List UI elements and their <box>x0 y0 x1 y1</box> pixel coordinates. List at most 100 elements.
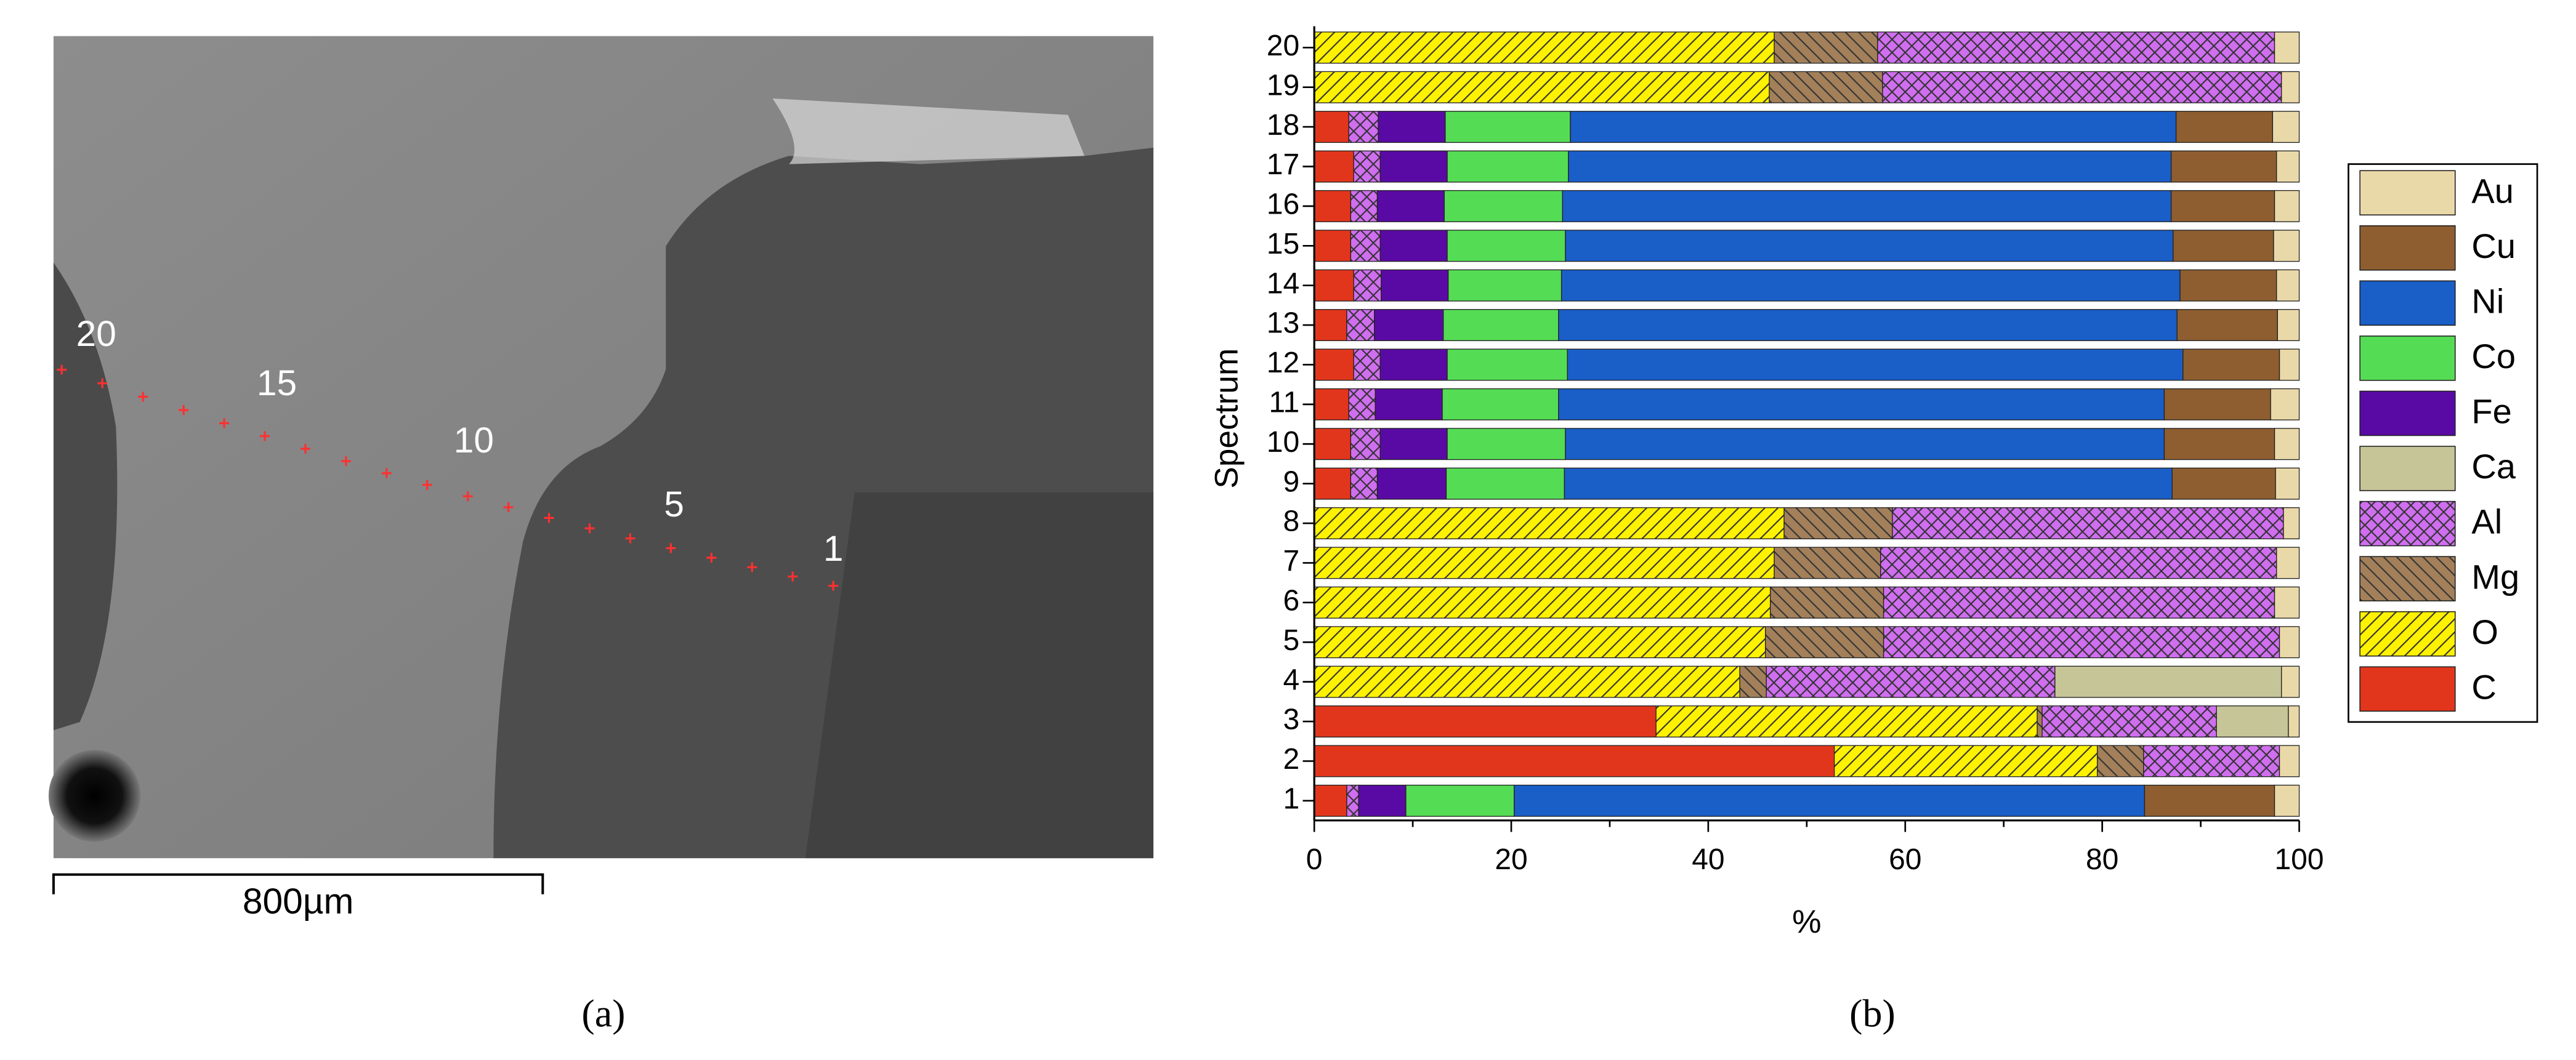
y-tick-label: 17 <box>1267 148 1299 181</box>
bar-segment <box>1565 230 2174 262</box>
spectrum-point <box>138 391 148 402</box>
bar-segment <box>1447 348 1568 381</box>
x-tick-label: 0 <box>1306 843 1323 876</box>
bar-segment <box>1568 150 2172 183</box>
y-tick-label: 9 <box>1283 465 1299 498</box>
bar-segment <box>2170 150 2277 183</box>
point-label: 10 <box>454 420 494 460</box>
bar-segment <box>1443 190 1563 222</box>
bar-segment <box>1562 190 2172 222</box>
bar-segment <box>1833 745 2098 777</box>
spectrum-point <box>503 502 514 513</box>
scale-bar-label: 800µm <box>243 881 353 921</box>
bar-segment <box>2182 348 2280 381</box>
bar-segment <box>1314 190 1351 222</box>
bar-segment <box>1883 626 2280 659</box>
bar-segment <box>1558 388 2165 420</box>
spectrum-point <box>544 513 554 523</box>
y-tick-label: 20 <box>1267 30 1299 62</box>
bar-segment <box>1346 309 1375 342</box>
bar-segment <box>1447 230 1566 262</box>
spectrum-point <box>341 456 351 467</box>
bar-segment <box>1774 31 1878 64</box>
sem-image: 1 5 10 15 20 800µm <box>48 36 1153 921</box>
x-tick-label: 20 <box>1495 843 1527 876</box>
bar-segment <box>1558 309 2178 342</box>
bar-segment <box>1353 150 1381 183</box>
bar-segment <box>2277 309 2300 342</box>
bar-segment <box>2279 745 2300 777</box>
bar-segment <box>2273 230 2300 262</box>
bar-segment <box>2274 428 2300 460</box>
bar-segment <box>1378 111 1446 143</box>
sem-dark-edge <box>53 262 118 731</box>
bar-segment <box>1314 31 1775 64</box>
bar-segment <box>1314 467 1351 500</box>
bar-segment <box>1445 111 1571 143</box>
bar-segment <box>2274 31 2300 64</box>
legend-label: Ca <box>2471 447 2516 486</box>
bar-segment <box>1769 71 1883 103</box>
bar-segment <box>1314 665 1740 698</box>
bar-segment <box>2170 190 2275 222</box>
bar-segment <box>1447 269 1562 302</box>
legend-label: Al <box>2471 502 2502 541</box>
caption: (b) <box>1849 991 1896 1035</box>
legend-label: Mg <box>2471 557 2519 596</box>
bar-segment <box>2274 190 2300 222</box>
bar-segment <box>1314 348 1354 381</box>
bar-segment <box>1447 428 1566 460</box>
bar-segment <box>2179 269 2277 302</box>
y-tick-label: 8 <box>1283 505 1299 538</box>
x-tick-label: 40 <box>1692 843 1724 876</box>
bar-segment <box>1375 388 1443 420</box>
bar-segment <box>2175 111 2274 143</box>
bar-segment <box>1374 309 1444 342</box>
caption: (a) <box>581 991 625 1035</box>
bar-segment <box>1314 784 1347 817</box>
bar-segment <box>2144 784 2275 817</box>
spectrum-point <box>381 468 392 478</box>
spectrum-points <box>57 364 839 591</box>
bar-segment <box>1314 71 1770 103</box>
legend-label: Co <box>2471 337 2516 375</box>
bar-segment <box>1883 586 2275 619</box>
point-label: 1 <box>823 529 844 569</box>
bar-segment <box>2041 705 2217 738</box>
bar-segment <box>1350 428 1381 460</box>
y-tick-label: 13 <box>1267 307 1299 340</box>
bar-segment <box>1892 507 2284 540</box>
bar-segment <box>1379 428 1448 460</box>
bar-segment <box>1880 547 2277 579</box>
spectrum-point <box>179 405 189 416</box>
legend-label: Ni <box>2471 281 2504 320</box>
bar-segment <box>1379 230 1448 262</box>
bar-segment <box>1350 190 1378 222</box>
legend: CO Mg Al Ca Fe Co Ni Cu Au <box>2348 163 2538 723</box>
bar-segment <box>1376 467 1447 500</box>
bar-segment <box>2216 705 2289 738</box>
bar-segment <box>1379 150 1448 183</box>
bar-segment <box>1739 665 1767 698</box>
bar-segment <box>1570 111 2177 143</box>
y-tick-label: 15 <box>1267 228 1299 260</box>
y-tick-label: 7 <box>1283 545 1299 577</box>
legend-swatch <box>2359 556 2456 601</box>
x-tick-label: 60 <box>1889 843 1921 876</box>
spectrum-point <box>706 553 717 563</box>
bar-segment <box>2288 705 2300 738</box>
legend-label: O <box>2471 612 2498 651</box>
bar-segment <box>1405 784 1515 817</box>
bar-segment <box>1314 745 1835 777</box>
y-tick-label: 2 <box>1283 743 1299 776</box>
y-tick-label: 18 <box>1267 109 1299 142</box>
point-label: 15 <box>257 363 297 403</box>
y-tick-label: 10 <box>1267 426 1299 459</box>
bar-segment <box>1348 111 1379 143</box>
scale-bar <box>52 873 544 894</box>
bar-segment <box>1769 586 1884 619</box>
sem-hole <box>48 750 141 842</box>
bar-segment <box>2274 586 2300 619</box>
spectrum-point <box>97 378 108 388</box>
